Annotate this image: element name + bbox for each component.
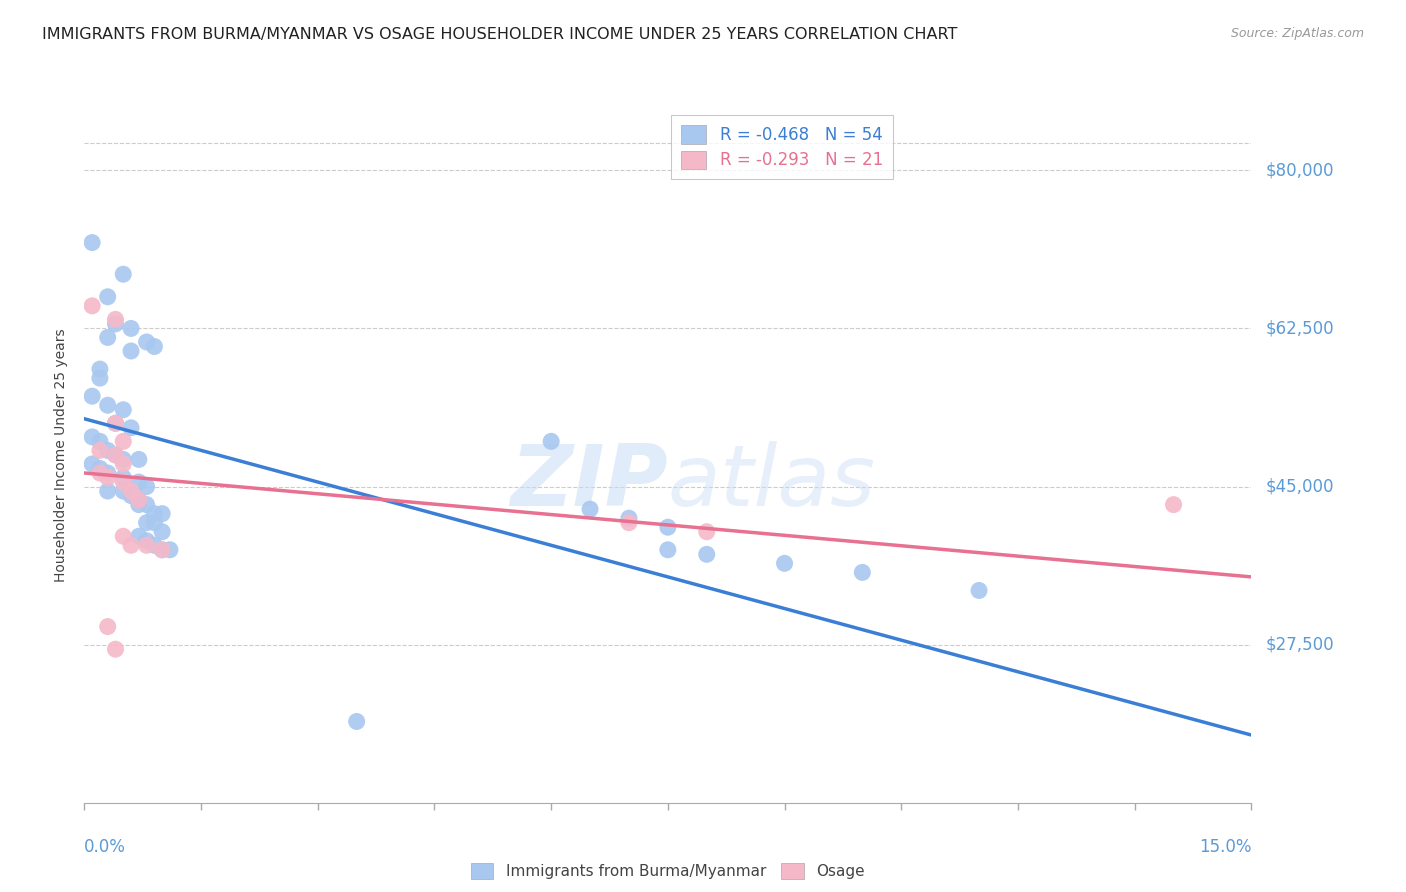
Point xyxy=(112,470,135,484)
Point xyxy=(120,538,142,552)
Point xyxy=(120,321,142,335)
Point xyxy=(97,619,120,633)
Text: Source: ZipAtlas.com: Source: ZipAtlas.com xyxy=(1230,27,1364,40)
Point xyxy=(346,714,368,729)
Point xyxy=(617,516,640,530)
Point xyxy=(135,516,157,530)
Point xyxy=(696,547,718,561)
Point xyxy=(135,498,157,512)
Text: 15.0%: 15.0% xyxy=(1199,838,1251,856)
Point xyxy=(696,524,718,539)
Point xyxy=(150,507,173,521)
Point xyxy=(135,538,157,552)
Point xyxy=(579,502,602,516)
Point xyxy=(97,470,120,484)
Point xyxy=(540,434,562,449)
Point xyxy=(97,443,120,458)
Point xyxy=(128,493,150,508)
Point xyxy=(112,267,135,281)
Point xyxy=(112,457,135,471)
Text: $27,500: $27,500 xyxy=(1265,636,1334,654)
Text: $80,000: $80,000 xyxy=(1265,161,1334,179)
Point xyxy=(143,516,166,530)
Point xyxy=(617,511,640,525)
Text: $45,000: $45,000 xyxy=(1265,477,1334,496)
Point xyxy=(82,430,104,444)
Point xyxy=(773,557,796,571)
Point xyxy=(143,538,166,552)
Point xyxy=(89,434,111,449)
Text: ZIP: ZIP xyxy=(510,442,668,524)
Point xyxy=(120,421,142,435)
Point xyxy=(967,583,990,598)
Point xyxy=(97,484,120,499)
Point xyxy=(104,417,127,431)
Point xyxy=(128,452,150,467)
Point xyxy=(120,344,142,359)
Point xyxy=(150,524,173,539)
Point xyxy=(112,452,135,467)
Point xyxy=(112,475,135,489)
Text: atlas: atlas xyxy=(668,442,876,524)
Point xyxy=(89,461,111,475)
Point xyxy=(120,489,142,503)
Text: $62,500: $62,500 xyxy=(1265,319,1334,337)
Y-axis label: Householder Income Under 25 years: Householder Income Under 25 years xyxy=(55,328,69,582)
Point xyxy=(97,466,120,480)
Point xyxy=(851,566,873,580)
Point xyxy=(128,475,150,489)
Text: 0.0%: 0.0% xyxy=(84,838,127,856)
Point xyxy=(82,457,104,471)
Point xyxy=(128,529,150,543)
Point xyxy=(143,339,166,353)
Point xyxy=(104,448,127,462)
Point xyxy=(143,507,166,521)
Point xyxy=(112,484,135,499)
Point xyxy=(104,417,127,431)
Point xyxy=(97,330,120,344)
Point xyxy=(112,434,135,449)
Point xyxy=(120,484,142,499)
Point xyxy=(97,290,120,304)
Point xyxy=(104,448,127,462)
Point xyxy=(159,542,181,557)
Point xyxy=(82,299,104,313)
Legend: Immigrants from Burma/Myanmar, Osage: Immigrants from Burma/Myanmar, Osage xyxy=(464,856,872,886)
Point xyxy=(135,479,157,493)
Point xyxy=(112,402,135,417)
Point xyxy=(657,520,679,534)
Point xyxy=(112,529,135,543)
Point xyxy=(89,443,111,458)
Point xyxy=(89,362,111,376)
Point xyxy=(104,312,127,326)
Point xyxy=(104,317,127,331)
Point xyxy=(82,235,104,250)
Point xyxy=(82,389,104,403)
Point xyxy=(1163,498,1185,512)
Text: IMMIGRANTS FROM BURMA/MYANMAR VS OSAGE HOUSEHOLDER INCOME UNDER 25 YEARS CORRELA: IMMIGRANTS FROM BURMA/MYANMAR VS OSAGE H… xyxy=(42,27,957,42)
Point xyxy=(135,334,157,349)
Point xyxy=(150,542,173,557)
Point xyxy=(104,642,127,657)
Point xyxy=(97,398,120,412)
Point xyxy=(135,533,157,548)
Point xyxy=(89,466,111,480)
Point xyxy=(89,371,111,385)
Point xyxy=(657,542,679,557)
Point xyxy=(128,493,150,508)
Point xyxy=(150,542,173,557)
Point xyxy=(128,498,150,512)
